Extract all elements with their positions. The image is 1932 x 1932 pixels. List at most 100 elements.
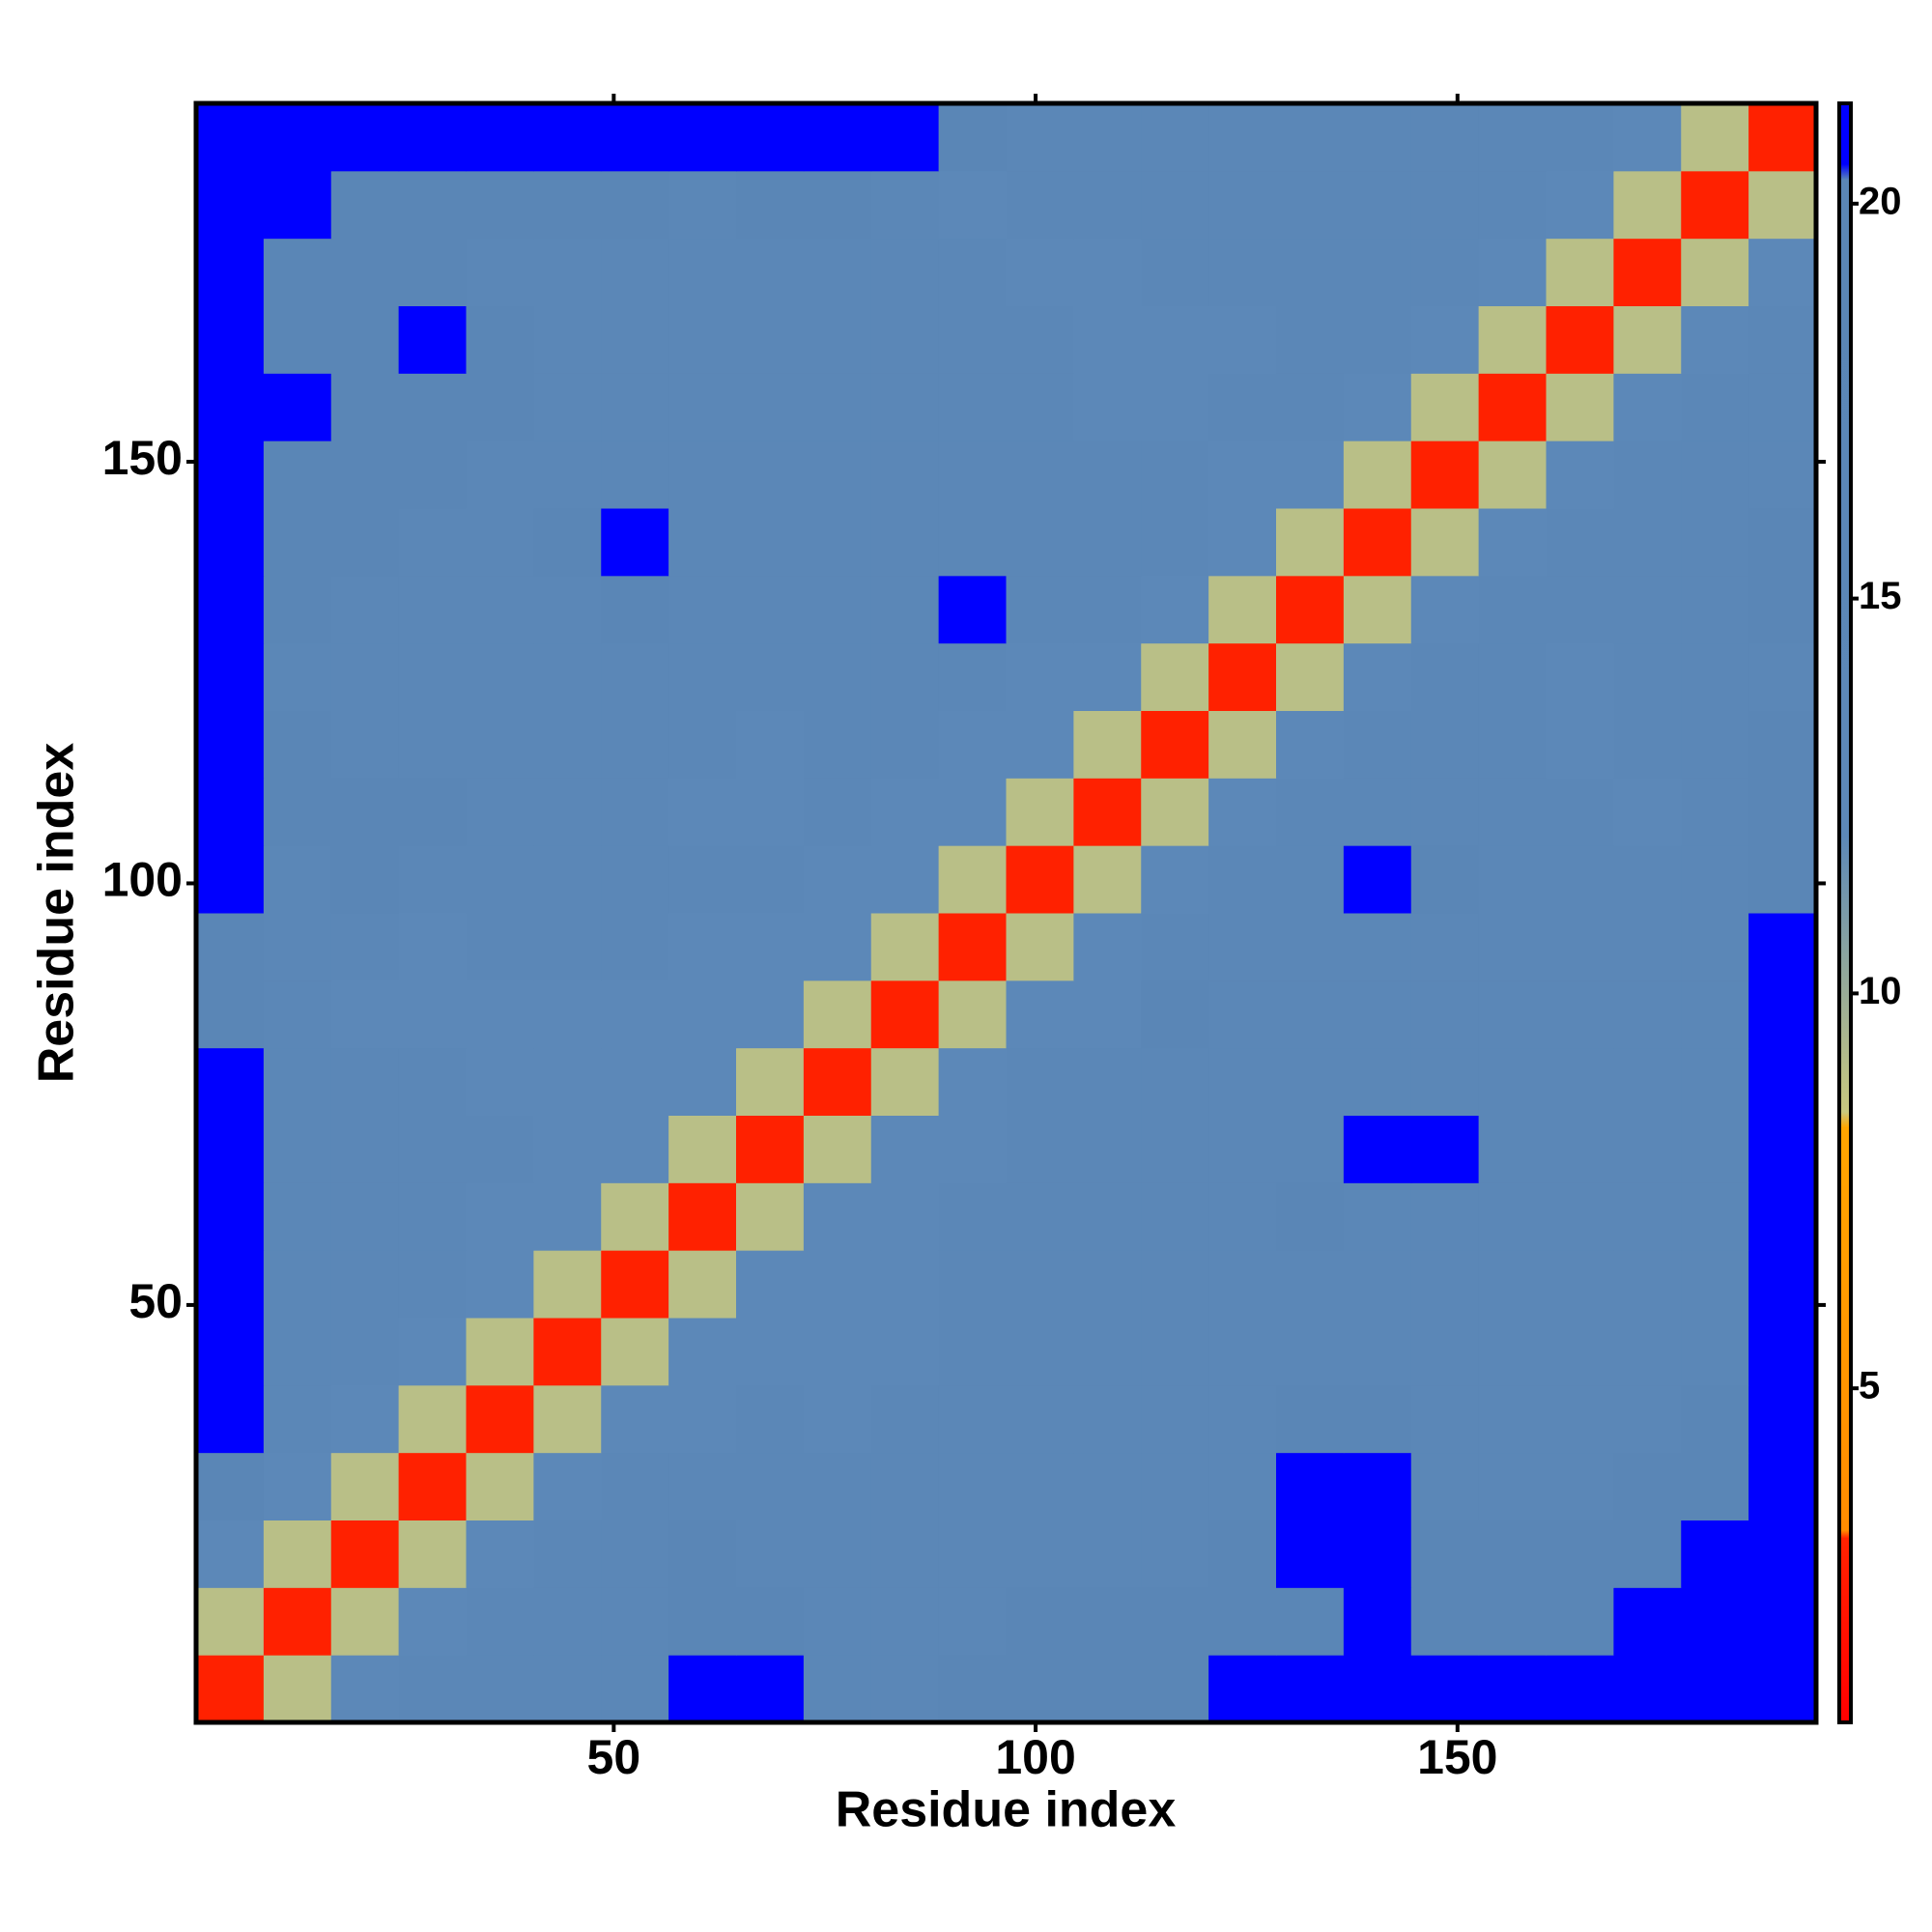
heatmap-cell (1006, 170, 1074, 240)
heatmap-cell (1006, 1318, 1074, 1386)
heatmap-cell (1073, 1452, 1142, 1520)
heatmap-cell (1478, 238, 1547, 306)
heatmap-cell (1141, 1047, 1209, 1116)
heatmap-cell (601, 980, 669, 1049)
heatmap-cell (938, 980, 1007, 1049)
heatmap-cell (1276, 1115, 1345, 1183)
heatmap-cell (1343, 103, 1412, 172)
heatmap-cell (736, 238, 805, 306)
heatmap-cell (803, 238, 872, 306)
heatmap-cell (736, 1115, 805, 1183)
heatmap-cell (668, 1318, 737, 1386)
heatmap-cell (803, 373, 872, 441)
heatmap-cell (668, 1655, 737, 1723)
heatmap-cell (533, 710, 602, 779)
heatmap-cell (1410, 305, 1480, 374)
heatmap-cell (1208, 1452, 1277, 1520)
heatmap-cell (668, 1587, 737, 1656)
heatmap-cell (1748, 642, 1817, 711)
heatmap-cell (1073, 373, 1142, 441)
heatmap-cell (1276, 508, 1345, 577)
heatmap-cell (601, 1655, 669, 1723)
heatmap-cell (398, 1047, 467, 1116)
heatmap-cell (870, 103, 940, 172)
heatmap-cell (196, 1250, 265, 1319)
heatmap-cell (1748, 305, 1817, 374)
heatmap-cell (1613, 1318, 1682, 1386)
heatmap-cell (1613, 980, 1682, 1049)
heatmap-cell (736, 305, 805, 374)
heatmap-cell (1613, 778, 1682, 846)
heatmap-cell (1681, 440, 1749, 509)
heatmap-cell (601, 710, 669, 779)
heatmap-cell (736, 373, 805, 441)
heatmap-cell (1546, 1250, 1614, 1319)
heatmap-cell (398, 913, 467, 981)
heatmap-cell (398, 1318, 467, 1386)
heatmap-cell (263, 1182, 332, 1251)
heatmap-cell (1613, 1520, 1682, 1588)
colorbar-tick-label: 5 (1859, 1365, 1880, 1407)
heatmap-cell (1006, 373, 1074, 441)
heatmap-cell (803, 778, 872, 846)
heatmap-cell (263, 1384, 332, 1454)
heatmap-cell (196, 238, 265, 306)
heatmap-cell (1748, 373, 1817, 441)
heatmap-cell (196, 305, 265, 374)
heatmap-cell (938, 1250, 1007, 1319)
heatmap-cell (1073, 1520, 1142, 1588)
heatmap-cell (1208, 710, 1277, 779)
heatmap-cell (1681, 1520, 1749, 1588)
heatmap-cell (1276, 1250, 1345, 1319)
heatmap-cell (1410, 373, 1480, 441)
heatmap-cell (1141, 1452, 1209, 1520)
heatmap-cell (1546, 1655, 1614, 1723)
heatmap-cell (1546, 1520, 1614, 1588)
heatmap-cell (1276, 913, 1345, 981)
heatmap-cell (398, 845, 467, 914)
colorbar-tick-label: 20 (1859, 180, 1902, 222)
heatmap-cell (938, 238, 1007, 306)
heatmap-cell (601, 642, 669, 711)
heatmap-cell (1073, 642, 1142, 711)
heatmap-cell (1141, 642, 1209, 711)
heatmap-cell (196, 575, 265, 644)
heatmap-cell (1006, 778, 1074, 846)
heatmap-cell (870, 238, 940, 306)
heatmap-cell (1613, 305, 1682, 374)
heatmap-cell (736, 1655, 805, 1723)
heatmap-cell (803, 1520, 872, 1588)
heatmap-cell (1073, 1587, 1142, 1656)
heatmap-cell (533, 1655, 602, 1723)
heatmap-cell (736, 913, 805, 981)
heatmap-cell (1006, 1655, 1074, 1723)
heatmap-cell (1748, 778, 1817, 846)
heatmap-cell (330, 980, 400, 1049)
heatmap-cell (1006, 1587, 1074, 1656)
heatmap-cell (736, 845, 805, 914)
heatmap-cell (1073, 103, 1142, 172)
heatmap-cell (870, 1250, 940, 1319)
colorbar-tick-label: 10 (1859, 970, 1902, 1012)
heatmap-cell (398, 710, 467, 779)
heatmap-cell (1208, 575, 1277, 644)
heatmap-cell (330, 1318, 400, 1386)
heatmap-cell (803, 1250, 872, 1319)
heatmap-cell (1546, 103, 1614, 172)
heatmap-cell (736, 710, 805, 779)
heatmap-cell (263, 1452, 332, 1520)
heatmap-cell (1410, 440, 1480, 509)
heatmap-cell (1410, 1318, 1480, 1386)
heatmap-cell (803, 170, 872, 240)
heatmap-cell (398, 1587, 467, 1656)
heatmap-cell (1748, 1587, 1817, 1656)
heatmap-cell (1681, 1115, 1749, 1183)
heatmap-cell (1478, 1384, 1547, 1454)
heatmap-cell (1681, 913, 1749, 981)
x-axis-label: Residue index (836, 1782, 1177, 1838)
heatmap-cell (263, 508, 332, 577)
heatmap-cell (330, 305, 400, 374)
heatmap-cell (1613, 508, 1682, 577)
heatmap-cell (466, 1115, 534, 1183)
heatmap-cell (1276, 103, 1345, 172)
